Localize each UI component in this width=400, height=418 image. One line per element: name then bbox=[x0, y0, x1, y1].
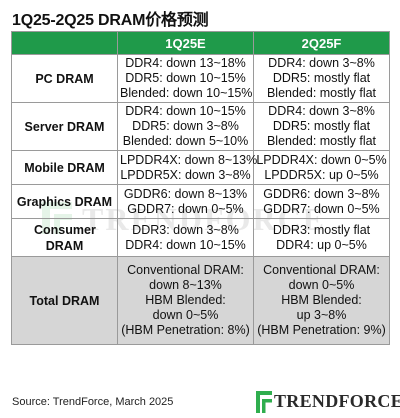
cell-line: GDDR7: down 0~5% bbox=[263, 201, 380, 216]
table-row: Graphics DRAM GDDR6: down 8~13% GDDR7: dow… bbox=[11, 184, 390, 219]
cell-2q25f: DDR4: down 3~8% DDR5: mostly flat Blended:… bbox=[253, 54, 390, 103]
table-row: Server DRAM DDR4: down 10~15% DDR5: down 3… bbox=[11, 102, 390, 151]
cell-line: DDR4: down 13~18% bbox=[125, 56, 246, 70]
forecast-table-container: 1Q25E 2Q25F PC DRAM DDR4: down 13~18% DDR5… bbox=[11, 31, 390, 345]
cell-line: LPDDR4X: down 8~13% bbox=[120, 152, 258, 167]
cell-line: DDR5: mostly flat bbox=[272, 119, 371, 133]
cell-line: Blended: down 10~15% bbox=[120, 86, 253, 100]
trendforce-logo: TRENDFORCE bbox=[256, 388, 400, 414]
logo-text: TRENDFORCE bbox=[274, 391, 400, 411]
cell-2q25f: DDR3: mostly flat DDR4: up 0~5% bbox=[253, 218, 390, 257]
table-header-row: 1Q25E 2Q25F bbox=[11, 31, 390, 55]
cell-line: Blended: mostly flat bbox=[266, 86, 377, 100]
cell-line: down 0~5% bbox=[288, 278, 355, 292]
cell-line: DDR5: down 10~15% bbox=[125, 71, 246, 85]
cell-2q25f: DDR4: down 3~8% DDR5: mostly flat Blended:… bbox=[253, 102, 390, 151]
cell-1q25e: DDR3: down 3~8% DDR4: down 10~15% bbox=[117, 218, 254, 257]
cell-line: DDR5: down 3~8% bbox=[132, 119, 239, 133]
cell-1q25e: DDR4: down 10~15% DDR5: down 3~8% Blended:… bbox=[117, 102, 254, 151]
header-corner-cell bbox=[11, 31, 118, 55]
cell-line: GDDR7: down 0~5% bbox=[127, 201, 244, 216]
row-label: Mobile DRAM bbox=[11, 150, 118, 185]
cell-line: DDR4: down 10~15% bbox=[125, 104, 246, 118]
cell-line: DDR4: down 3~8% bbox=[268, 56, 375, 70]
cell-line: Conventional DRAM: bbox=[263, 263, 380, 277]
cell-line: GDDR6: down 3~8% bbox=[263, 186, 380, 201]
cell-line: (HBM Penetration: 8%) bbox=[121, 323, 250, 337]
cell-1q25e: LPDDR4X: down 8~13% LPDDR5X: down 3~8% bbox=[117, 150, 258, 185]
cell-line: LPDDR5X: down 3~8% bbox=[120, 167, 251, 182]
cell-line: DDR4: down 10~15% bbox=[125, 237, 246, 252]
cell-line: Blended: mostly flat bbox=[266, 134, 377, 148]
cell-line: DDR3: mostly flat bbox=[272, 222, 371, 237]
table-row: PC DRAM DDR4: down 13~18% DDR5: down 10~15… bbox=[11, 54, 390, 103]
cell-line: down 0~5% bbox=[152, 308, 219, 322]
cell-line: (HBM Penetration: 9%) bbox=[257, 323, 386, 337]
cell-2q25f: LPDDR4X: down 0~5% LPDDR5X: up 0~5% bbox=[253, 150, 390, 185]
cell-1q25e: Conventional DRAM: down 8~13% HBM Blended:… bbox=[117, 256, 254, 345]
cell-line: LPDDR5X: up 0~5% bbox=[264, 167, 379, 182]
cell-1q25e: GDDR6: down 8~13% GDDR7: down 0~5% bbox=[117, 184, 254, 219]
trendforce-logo-icon bbox=[256, 391, 272, 413]
cell-line: GDDR6: down 8~13% bbox=[123, 186, 248, 201]
cell-line: DDR5: mostly flat bbox=[272, 71, 371, 85]
header-1q25e: 1Q25E bbox=[117, 31, 254, 55]
header-2q25f: 2Q25F bbox=[253, 31, 390, 55]
row-label: Total DRAM bbox=[11, 256, 118, 345]
row-label: Graphics DRAM bbox=[11, 184, 118, 219]
row-label: PC DRAM bbox=[11, 54, 118, 103]
cell-line: DDR3: down 3~8% bbox=[132, 222, 239, 237]
row-label: Server DRAM bbox=[11, 102, 118, 151]
cell-2q25f: Conventional DRAM: down 0~5% HBM Blended: u… bbox=[253, 256, 390, 345]
table-row: Consumer DRAM DDR3: down 3~8% DDR4: down 1… bbox=[11, 218, 390, 257]
cell-1q25e: DDR4: down 13~18% DDR5: down 10~15% Blende… bbox=[117, 54, 254, 103]
source-note: Source: TrendForce, March 2025 bbox=[12, 396, 174, 408]
cell-line: up 3~8% bbox=[296, 308, 347, 322]
cell-line: DDR4: up 0~5% bbox=[276, 237, 367, 252]
row-label: Consumer DRAM bbox=[11, 218, 118, 257]
dram-price-forecast-table: 1Q25E 2Q25F PC DRAM DDR4: down 13~18% DDR5… bbox=[11, 31, 390, 345]
cell-line: HBM Blended: bbox=[145, 293, 226, 307]
cell-line: HBM Blended: bbox=[281, 293, 362, 307]
cell-2q25f: GDDR6: down 3~8% GDDR7: down 0~5% bbox=[253, 184, 390, 219]
table-row: Mobile DRAM LPDDR4X: down 8~13% LPDDR5X: d… bbox=[11, 150, 390, 185]
cell-line: Blended: down 5~10% bbox=[122, 134, 249, 148]
page-title: 1Q25-2Q25 DRAM价格预测 bbox=[12, 12, 209, 29]
cell-line: DDR4: down 3~8% bbox=[268, 104, 375, 118]
cell-line: down 8~13% bbox=[149, 278, 222, 292]
cell-line: Conventional DRAM: bbox=[127, 263, 244, 277]
cell-line: LPDDR4X: down 0~5% bbox=[256, 152, 387, 167]
table-row: Total DRAM Conventional DRAM: down 8~13% HB… bbox=[11, 256, 390, 345]
